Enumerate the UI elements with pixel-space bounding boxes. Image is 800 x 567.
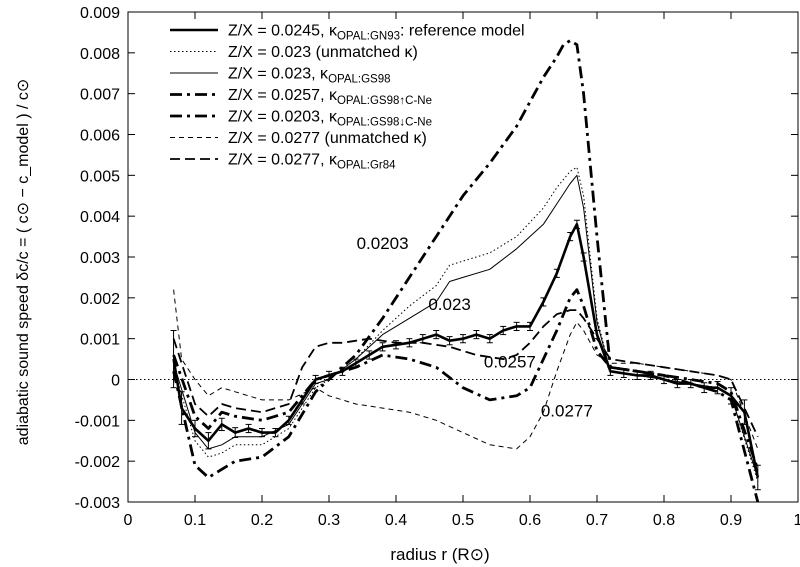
legend-label: Z/X = 0.0277, κOPAL:Gr84 — [228, 152, 396, 172]
legend-label: Z/X = 0.0245, κOPAL:GN93: reference mode… — [228, 23, 525, 43]
error-bar — [446, 336, 453, 346]
legend-entry-2: Z/X = 0.023, κOPAL:GS98 — [170, 66, 391, 86]
x-tick-label: 0.6 — [519, 512, 541, 529]
error-bar — [573, 219, 580, 229]
error-bar — [567, 232, 574, 242]
annotation-label: 0.0257 — [484, 352, 536, 371]
legend-entry-3: Z/X = 0.0257, κOPAL:GS98↑C-Ne — [170, 87, 432, 107]
error-bar — [500, 325, 507, 336]
x-tick-label: 0.8 — [653, 512, 675, 529]
series-line-4 — [172, 39, 760, 503]
legend-entry-6: Z/X = 0.0277, κOPAL:Gr84 — [170, 152, 396, 172]
series-line-3 — [172, 288, 760, 470]
error-bar — [192, 419, 198, 438]
error-bar — [473, 330, 480, 340]
legend-entry-4: Z/X = 0.0203, κOPAL:GS98↓C-Ne — [170, 109, 432, 129]
y-tick-label: 0.003 — [80, 250, 120, 267]
series-line-2 — [173, 174, 759, 478]
annotation-label: 0.0203 — [357, 234, 409, 253]
y-axis-title: adiabatic sound speed δc/c = ( c⊙ − c_mo… — [15, 79, 32, 446]
error-bar — [433, 330, 440, 340]
error-bar — [379, 342, 386, 352]
legend-entry-1: Z/X = 0.023 (unmatched κ) — [170, 44, 418, 61]
legend-label: Z/X = 0.0203, κOPAL:GS98↓C-Ne — [228, 109, 432, 129]
legend-label: Z/X = 0.0277 (unmatched κ) — [228, 130, 427, 147]
error-bar — [540, 297, 547, 307]
error-bar — [366, 350, 373, 360]
x-tick-label: 0.9 — [720, 512, 742, 529]
annotation-label: 0.023 — [428, 295, 471, 314]
y-tick-label: -0.002 — [75, 454, 120, 471]
error-bar — [218, 417, 225, 432]
y-tick-label: 0.006 — [80, 128, 120, 145]
x-tick-label: 1 — [794, 512, 800, 529]
error-bar — [178, 391, 185, 425]
y-tick-label: 0.002 — [80, 291, 120, 308]
x-tick-label: 0 — [124, 512, 133, 529]
series-line-1 — [173, 166, 759, 482]
error-bar — [580, 252, 587, 262]
y-tick-label: -0.001 — [75, 413, 120, 430]
annotation-label: 0.0277 — [541, 401, 593, 420]
x-axis-title: radius r (R⊙) — [390, 545, 489, 564]
error-bar — [527, 321, 533, 331]
legend-entry-5: Z/X = 0.0277 (unmatched κ) — [170, 130, 427, 147]
axes: 0 0.1 0.2 0.3 0.4 0.5 0.6 0.7 0.8 0.9 1 -0.003 -0.00… — [75, 5, 800, 529]
x-tick-label: 0.1 — [184, 512, 206, 529]
x-tick-label: 0.4 — [385, 512, 407, 529]
x-tick-label: 0.3 — [318, 512, 340, 529]
error-bar — [460, 334, 466, 344]
legend-label: Z/X = 0.023, κOPAL:GS98 — [228, 66, 391, 86]
series-line-5 — [173, 289, 759, 450]
x-tick-label: 0.2 — [251, 512, 273, 529]
legend-label: Z/X = 0.0257, κOPAL:GS98↑C-Ne — [228, 87, 432, 107]
error-bar — [272, 428, 279, 438]
plot-area: 0.0203 0.023 0.0257 0.0277 — [128, 39, 798, 503]
y-tick-label: 0.005 — [80, 168, 120, 185]
legend-label: Z/X = 0.023 (unmatched κ) — [228, 44, 418, 61]
y-tick-label: 0.008 — [80, 46, 120, 63]
y-tick-label: 0 — [111, 373, 120, 390]
y-tick-label: 0.001 — [80, 332, 120, 349]
x-tick-label: 0.5 — [452, 512, 474, 529]
error-bar — [513, 321, 520, 331]
error-bar — [486, 334, 493, 344]
series-line-6 — [172, 309, 759, 438]
y-tick-label: 0.007 — [80, 87, 120, 104]
error-bar — [701, 382, 708, 394]
error-bar — [245, 423, 252, 434]
legend: Z/X = 0.0245, κOPAL:GN93: reference mode… — [170, 23, 525, 172]
y-tick-label: 0.004 — [80, 209, 120, 226]
series-line-0 — [172, 223, 760, 478]
y-tick-label: 0.009 — [80, 5, 120, 22]
legend-entry-0: Z/X = 0.0245, κOPAL:GN93: reference mode… — [170, 23, 525, 43]
x-tick-label: 0.7 — [586, 512, 608, 529]
error-bar — [553, 268, 560, 278]
y-tick-label: -0.003 — [75, 495, 120, 512]
